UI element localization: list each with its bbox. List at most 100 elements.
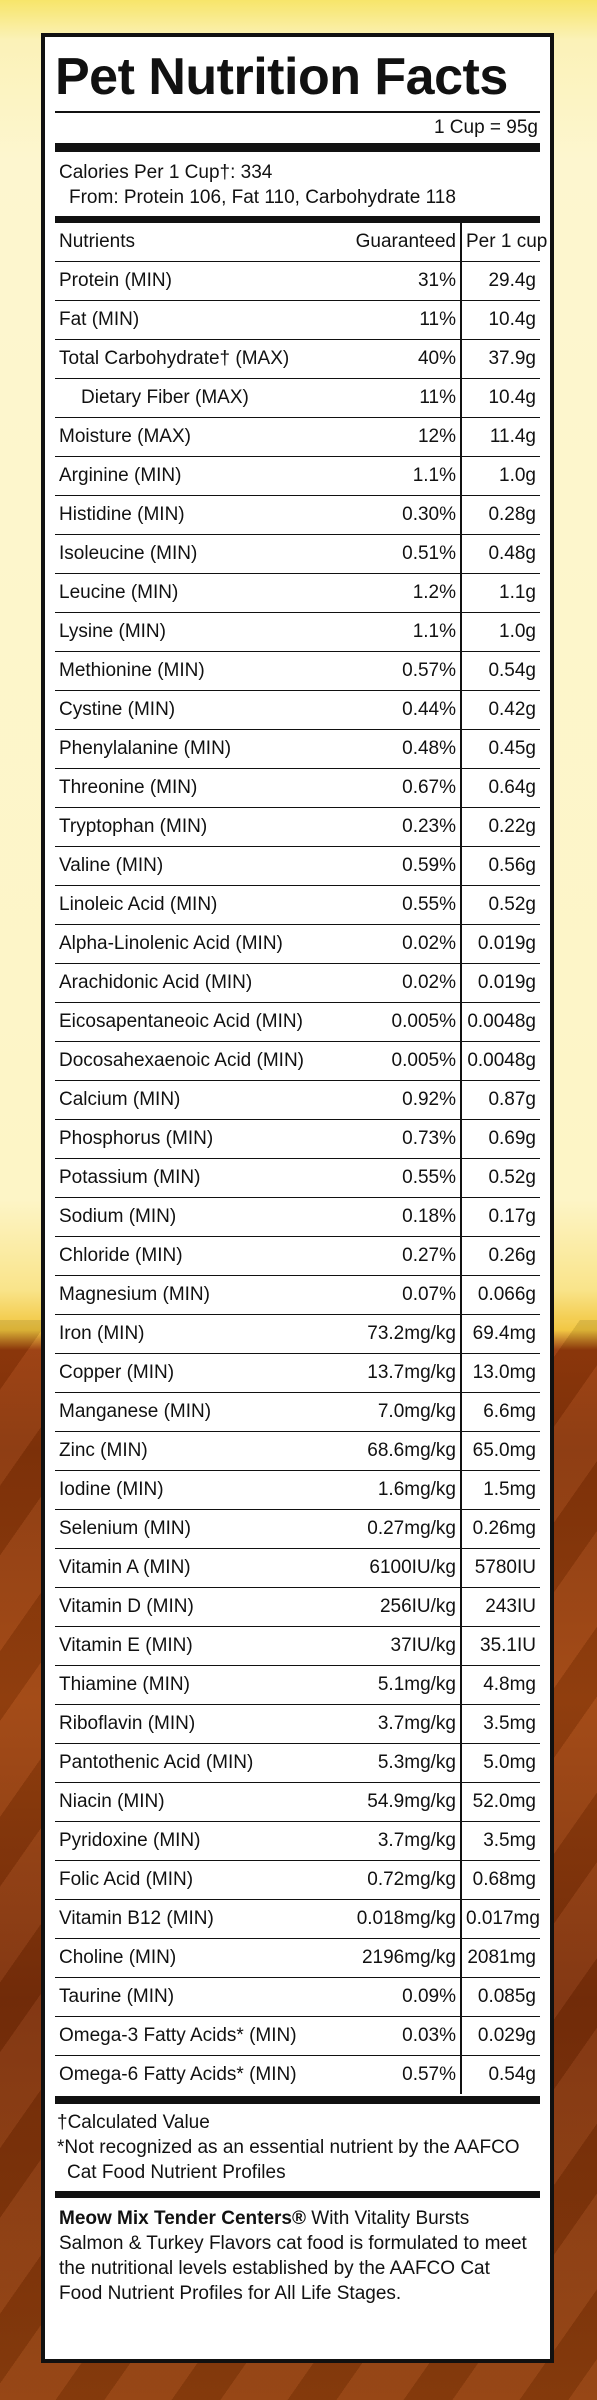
nutrient-name: Pantothenic Acid (MIN) [55,1743,325,1783]
statement-text: With Vitality Bursts Salmon & Turkey Fla… [59,2208,527,2304]
nutrient-per-cup: 69.4mg [461,1314,540,1354]
nutrient-per-cup: 0.017mg [461,1899,540,1939]
table-row: Cystine (MIN) 0.44% 0.42g [55,690,540,730]
table-row: Calcium (MIN) 0.92% 0.87g [55,1080,540,1120]
nutrient-guaranteed: 1.1% [325,456,462,496]
nutrient-name: Taurine (MIN) [55,1977,325,2017]
table-row: Omega-6 Fatty Acids* (MIN) 0.57% 0.54g [55,2055,540,2094]
nutrient-name: Riboflavin (MIN) [55,1704,325,1744]
nutrient-name: Zinc (MIN) [55,1431,325,1471]
nutrient-guaranteed: 0.57% [325,651,462,691]
nutrient-name: Docosahexaenoic Acid (MIN) [55,1041,325,1081]
table-row: Thiamine (MIN) 5.1mg/kg 4.8mg [55,1665,540,1705]
nutrient-guaranteed: 0.73% [325,1119,462,1159]
aafco-statement: Meow Mix Tender Centers® With Vitality B… [55,2198,540,2306]
nutrient-per-cup: 0.64g [461,768,540,808]
nutrient-per-cup: 0.085g [461,1977,540,2017]
table-row: Omega-3 Fatty Acids* (MIN) 0.03% 0.029g [55,2016,540,2056]
nutrient-name: Vitamin D (MIN) [55,1587,325,1627]
table-row: Choline (MIN) 2196mg/kg 2081mg [55,1938,540,1978]
nutrient-name: Copper (MIN) [55,1353,325,1393]
nutrient-guaranteed: 0.92% [325,1080,462,1120]
nutrient-per-cup: 243IU [461,1587,540,1627]
nutrient-guaranteed: 68.6mg/kg [325,1431,462,1471]
table-row: Moisture (MAX) 12% 11.4g [55,417,540,457]
nutrient-guaranteed: 0.27mg/kg [325,1509,462,1549]
table-row: Total Carbohydrate† (MAX) 40% 37.9g [55,339,540,379]
nutrient-name: Eicosapentaneoic Acid (MIN) [55,1002,325,1042]
nutrient-per-cup: 1.0g [461,456,540,496]
nutrient-per-cup: 65.0mg [461,1431,540,1471]
nutrient-name: Chloride (MIN) [55,1236,325,1276]
nutrient-name: Choline (MIN) [55,1938,325,1978]
nutrient-guaranteed: 0.51% [325,534,462,574]
table-row: Zinc (MIN) 68.6mg/kg 65.0mg [55,1431,540,1471]
table-row: Phosphorus (MIN) 0.73% 0.69g [55,1119,540,1159]
table-row: Fat (MIN) 11% 10.4g [55,300,540,340]
nutrient-name: Vitamin E (MIN) [55,1626,325,1666]
nutrient-guaranteed: 1.2% [325,573,462,613]
nutrient-guaranteed: 0.57% [325,2055,462,2094]
nutrient-per-cup: 0.066g [461,1275,540,1315]
table-row: Docosahexaenoic Acid (MIN) 0.005% 0.0048g [55,1041,540,1081]
nutrient-per-cup: 0.0048g [461,1041,540,1081]
divider [55,143,540,152]
nutrient-guaranteed: 0.005% [325,1041,462,1081]
nutrient-per-cup: 0.17g [461,1197,540,1237]
nutrient-name: Linoleic Acid (MIN) [55,885,325,925]
nutrient-guaranteed: 0.67% [325,768,462,808]
nutrient-name: Thiamine (MIN) [55,1665,325,1705]
footnote-calculated: †Calculated Value [57,2112,210,2133]
nutrient-per-cup: 0.68mg [461,1860,540,1900]
nutrient-guaranteed: 0.005% [325,1002,462,1042]
nutrient-name: Dietary Fiber (MAX) [55,378,325,418]
nutrient-name: Manganese (MIN) [55,1392,325,1432]
nutrient-name: Total Carbohydrate† (MAX) [55,339,325,379]
table-row: Histidine (MIN) 0.30% 0.28g [55,495,540,535]
nutrient-guaranteed: 1.1% [325,612,462,652]
nutrient-name: Phosphorus (MIN) [55,1119,325,1159]
nutrient-name: Cystine (MIN) [55,690,325,730]
nutrient-guaranteed: 11% [325,300,462,340]
table-row: Arginine (MIN) 1.1% 1.0g [55,456,540,496]
nutrient-guaranteed: 0.55% [325,885,462,925]
table-row: Threonine (MIN) 0.67% 0.64g [55,768,540,808]
nutrient-name: Moisture (MAX) [55,417,325,457]
divider [55,216,540,223]
nutrient-name: Methionine (MIN) [55,651,325,691]
nutrient-per-cup: 13.0mg [461,1353,540,1393]
nutrient-name: Fat (MIN) [55,300,325,340]
nutrient-per-cup: 0.56g [461,846,540,886]
table-row: Magnesium (MIN) 0.07% 0.066g [55,1275,540,1315]
nutrient-guaranteed: 11% [325,378,462,418]
nutrients-table: Nutrients Guaranteed Per 1 cup Protein (… [55,223,547,2094]
footnotes: †Calculated Value *Not recognized as an … [55,2104,540,2191]
table-row: Phenylalanine (MIN) 0.48% 0.45g [55,729,540,769]
nutrient-guaranteed: 7.0mg/kg [325,1392,462,1432]
table-row: Pyridoxine (MIN) 3.7mg/kg 3.5mg [55,1821,540,1861]
nutrient-name: Lysine (MIN) [55,612,325,652]
nutrient-name: Sodium (MIN) [55,1197,325,1237]
table-row: Pantothenic Acid (MIN) 5.3mg/kg 5.0mg [55,1743,540,1783]
header-nutrients: Nutrients [55,223,325,262]
table-row: Iodine (MIN) 1.6mg/kg 1.5mg [55,1470,540,1510]
table-row: Linoleic Acid (MIN) 0.55% 0.52g [55,885,540,925]
table-row: Chloride (MIN) 0.27% 0.26g [55,1236,540,1276]
nutrient-name: Leucine (MIN) [55,573,325,613]
nutrient-name: Valine (MIN) [55,846,325,886]
nutrient-per-cup: 0.019g [461,924,540,964]
nutrient-per-cup: 0.48g [461,534,540,574]
nutrient-per-cup: 35.1IU [461,1626,540,1666]
nutrient-per-cup: 0.28g [461,495,540,535]
table-row: Niacin (MIN) 54.9mg/kg 52.0mg [55,1782,540,1822]
nutrient-per-cup: 11.4g [461,417,540,457]
nutrient-per-cup: 3.5mg [461,1821,540,1861]
nutrient-per-cup: 2081mg [461,1938,540,1978]
nutrient-guaranteed: 1.6mg/kg [325,1470,462,1510]
nutrient-guaranteed: 12% [325,417,462,457]
nutrient-per-cup: 0.45g [461,729,540,769]
nutrient-per-cup: 0.029g [461,2016,540,2056]
nutrient-per-cup: 1.1g [461,573,540,613]
nutrient-guaranteed: 2196mg/kg [325,1938,462,1978]
nutrient-guaranteed: 0.02% [325,963,462,1003]
